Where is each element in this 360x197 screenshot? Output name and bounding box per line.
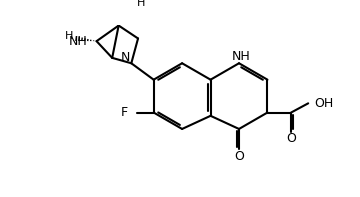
Text: H: H <box>65 31 73 41</box>
Text: O: O <box>286 132 296 145</box>
Text: H: H <box>137 0 145 8</box>
Text: NH: NH <box>69 35 87 48</box>
Text: N: N <box>120 51 130 64</box>
Text: OH: OH <box>314 97 333 110</box>
Text: F: F <box>121 106 128 119</box>
Text: O: O <box>234 150 244 163</box>
Text: NH: NH <box>231 49 250 62</box>
